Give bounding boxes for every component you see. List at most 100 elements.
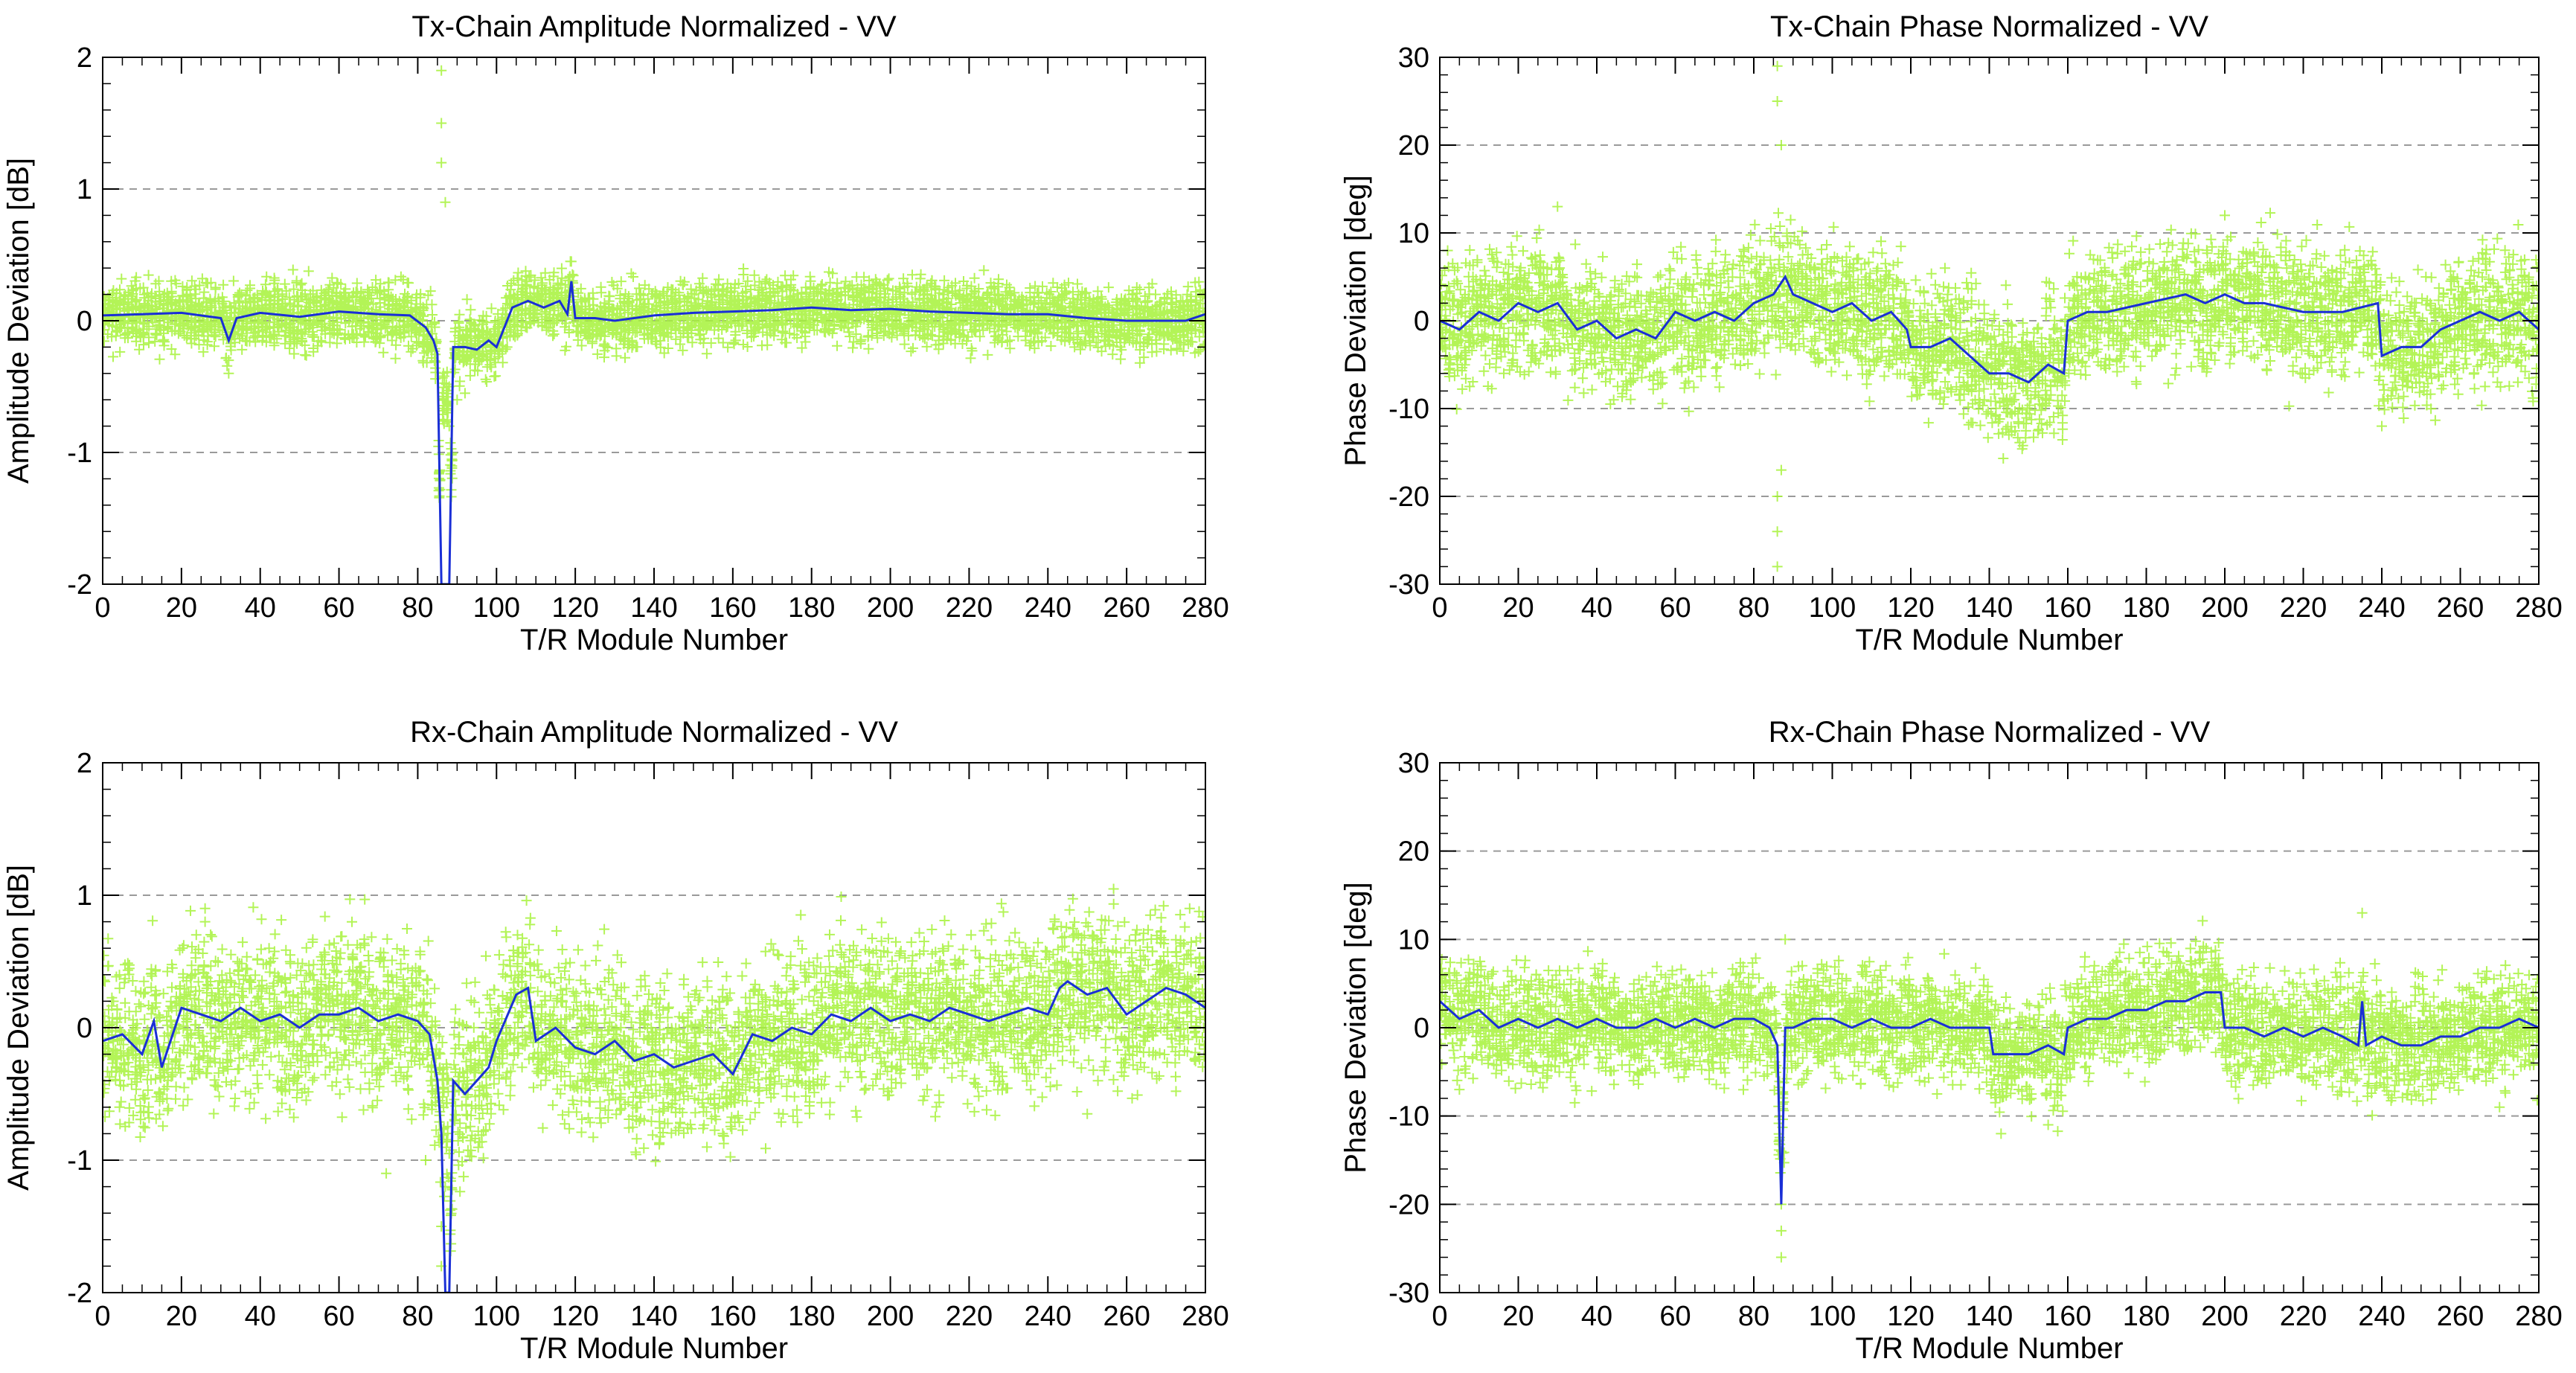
x-tick-label: 160 (709, 592, 756, 624)
x-tick-label: 260 (1103, 1301, 1150, 1332)
chart-tx-amplitude: 0 20 40 60 80 100 120 140 160 180 200 220 240 260 280-… (2, 10, 1229, 656)
x-tick-label: 280 (1182, 592, 1228, 624)
y-tick-label: -1 (67, 438, 92, 469)
y-tick-label: 1 (77, 880, 92, 912)
mean-line (1440, 274, 2539, 384)
y-axis-label: Amplitude Deviation [dB] (2, 865, 35, 1191)
x-tick-label: 280 (2515, 1301, 2562, 1332)
x-tick-label: 80 (402, 1301, 433, 1332)
y-tick-label: 0 (1414, 1013, 1429, 1044)
x-tick-label: 80 (1738, 1301, 1769, 1332)
mean-line (103, 979, 1205, 1293)
x-tick-label: 220 (946, 1301, 993, 1332)
x-tick-label: 20 (1502, 1301, 1534, 1332)
x-axis-label: T/R Module Number (1855, 1332, 2123, 1365)
x-tick-label: 20 (166, 1301, 197, 1332)
x-axis-label: T/R Module Number (520, 1332, 788, 1365)
y-tick-label: 2 (77, 42, 92, 74)
y-axis-label: Amplitude Deviation [dB] (2, 158, 35, 484)
x-tick-label: 60 (323, 592, 354, 624)
y-axis-label: Phase Deviation [deg] (1339, 175, 1372, 466)
y-tick-label: 0 (77, 306, 92, 337)
scatter-series (1440, 907, 2539, 1263)
y-tick-label: -2 (67, 569, 92, 601)
x-tick-label: 100 (473, 1301, 520, 1332)
y-axis-label: Phase Deviation [deg] (1339, 882, 1372, 1173)
y-tick-label: 1 (77, 174, 92, 205)
scatter-series (103, 65, 1205, 503)
chart-title: Tx-Chain Phase Normalized - VV (1770, 10, 2208, 43)
chart-tx-phase: 0 20 40 60 80 100 120 140 160 180 200 220 240 260 280-… (1339, 10, 2563, 656)
x-tick-label: 100 (473, 592, 520, 624)
x-tick-label: 180 (2123, 1301, 2170, 1332)
x-tick-label: 280 (1182, 1301, 1228, 1332)
y-tick-label: 30 (1398, 748, 1429, 779)
y-tick-label: -10 (1388, 394, 1429, 425)
x-axis-label: T/R Module Number (520, 624, 788, 656)
x-tick-label: 220 (946, 592, 993, 624)
x-tick-label: 120 (551, 1301, 598, 1332)
x-tick-label: 260 (2437, 592, 2484, 624)
x-tick-label: 140 (1966, 592, 2013, 624)
scatter-series (1440, 60, 2539, 572)
y-tick-label: 0 (1414, 306, 1429, 337)
x-tick-label: 40 (245, 1301, 276, 1332)
y-tick-label: -20 (1388, 1189, 1429, 1220)
y-tick-label: 20 (1398, 130, 1429, 161)
x-tick-label: 180 (788, 592, 835, 624)
x-tick-label: 220 (2280, 1301, 2327, 1332)
x-tick-label: 180 (788, 1301, 835, 1332)
x-tick-label: 0 (94, 592, 110, 624)
x-tick-label: 20 (166, 592, 197, 624)
y-tick-label: -1 (67, 1145, 92, 1177)
x-tick-label: 240 (1025, 1301, 1071, 1332)
x-tick-label: 40 (245, 592, 276, 624)
scatter-points (1440, 907, 2539, 1263)
x-tick-label: 0 (1432, 1301, 1447, 1332)
chart-title: Tx-Chain Amplitude Normalized - VV (411, 10, 897, 43)
x-tick-label: 240 (2358, 1301, 2405, 1332)
x-tick-label: 280 (2515, 592, 2562, 624)
x-tick-label: 140 (630, 1301, 677, 1332)
x-tick-label: 220 (2280, 592, 2327, 624)
y-tick-label: -2 (67, 1278, 92, 1309)
x-tick-label: 180 (2123, 592, 2170, 624)
x-tick-label: 0 (94, 1301, 110, 1332)
y-tick-label: 20 (1398, 836, 1429, 868)
x-tick-label: 40 (1581, 592, 1612, 624)
y-tick-label: -10 (1388, 1101, 1429, 1133)
x-tick-label: 120 (1887, 1301, 1934, 1332)
x-tick-label: 160 (2044, 1301, 2091, 1332)
y-tick-label: 10 (1398, 218, 1429, 249)
x-tick-label: 60 (323, 1301, 354, 1332)
x-tick-label: 260 (1103, 592, 1150, 624)
x-tick-label: 60 (1659, 1301, 1691, 1332)
x-tick-label: 240 (1025, 592, 1071, 624)
y-tick-label: -20 (1388, 481, 1429, 513)
x-tick-label: 200 (867, 1301, 914, 1332)
x-tick-label: 200 (2201, 592, 2248, 624)
chart-rx-phase: 0 20 40 60 80 100 120 140 160 180 200 220 240 260 280-… (1339, 716, 2563, 1365)
x-tick-label: 200 (867, 592, 914, 624)
scatter-series (103, 883, 1205, 1272)
x-tick-label: 60 (1659, 592, 1691, 624)
x-tick-label: 120 (1887, 592, 1934, 624)
x-tick-label: 140 (630, 592, 677, 624)
x-tick-label: 240 (2358, 592, 2405, 624)
x-tick-label: 40 (1581, 1301, 1612, 1332)
x-tick-label: 80 (402, 592, 433, 624)
x-tick-label: 260 (2437, 1301, 2484, 1332)
y-tick-label: 0 (77, 1013, 92, 1044)
mean-line (1440, 991, 2539, 1205)
scatter-points (103, 65, 1205, 503)
mean-line (103, 281, 1205, 584)
chart-title: Rx-Chain Amplitude Normalized - VV (410, 716, 898, 749)
y-tick-label: 30 (1398, 42, 1429, 74)
x-tick-label: 140 (1966, 1301, 2013, 1332)
scatter-points (103, 883, 1205, 1272)
chart-rx-amplitude: 0 20 40 60 80 100 120 140 160 180 200 220 240 260 280-… (2, 716, 1229, 1365)
x-tick-label: 20 (1502, 592, 1534, 624)
x-tick-label: 100 (1809, 592, 1856, 624)
scatter-points (1440, 60, 2539, 572)
